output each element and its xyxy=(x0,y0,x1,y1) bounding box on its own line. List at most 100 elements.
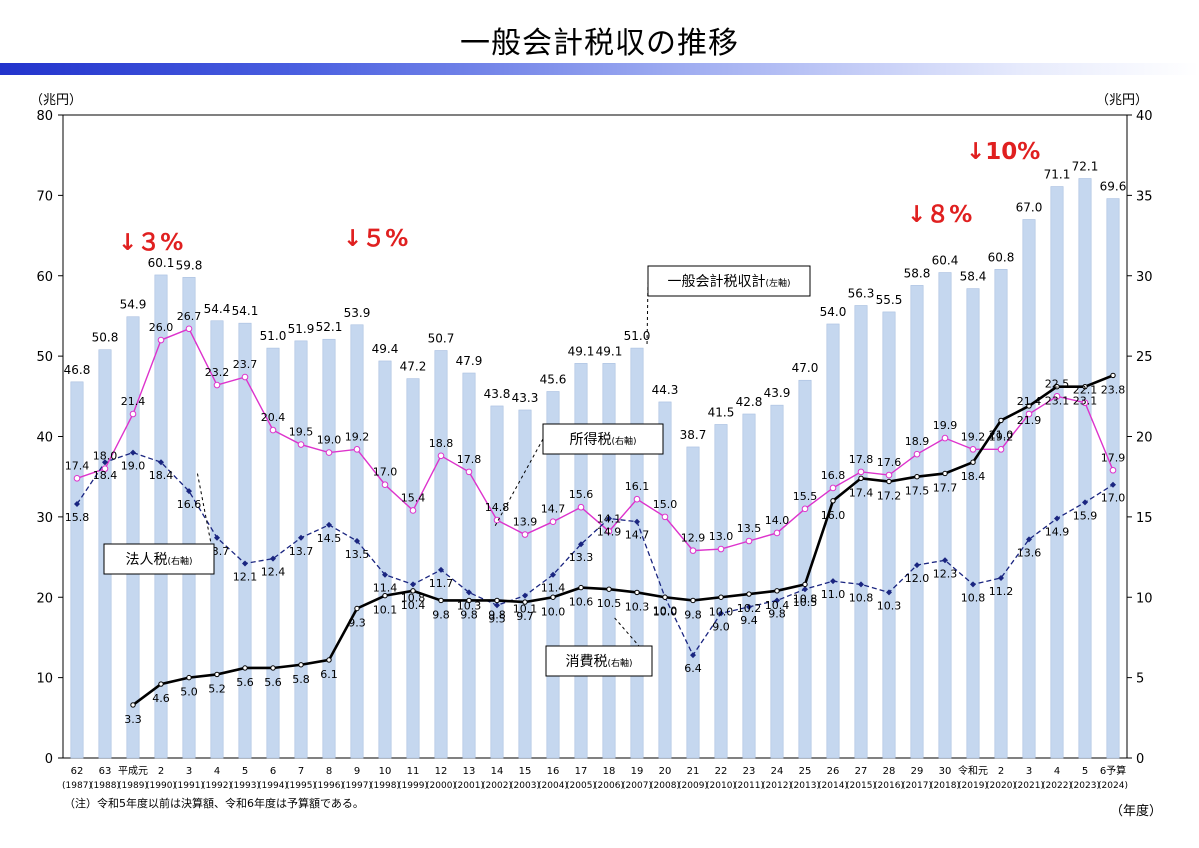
tax-revenue-value-label: 50.7 xyxy=(428,331,455,345)
corporate-tax-point xyxy=(522,592,528,599)
income-tax-point xyxy=(185,325,193,333)
consumption-tax-point xyxy=(466,597,472,604)
corporate-tax-point xyxy=(606,515,612,522)
consumption-tax-value-label: 10.6 xyxy=(569,596,594,609)
x-category-label: 20 xyxy=(659,766,672,777)
right-axis-tick-label: 0 xyxy=(1136,752,1144,767)
corporate-tax-callout-box xyxy=(103,543,215,575)
tax-revenue-bar xyxy=(238,322,252,759)
x-year-label: (2002) xyxy=(482,781,512,791)
consumption-tax-point xyxy=(578,584,584,591)
x-category-label: 17 xyxy=(575,766,588,777)
corporate-tax-point xyxy=(746,603,752,610)
x-year-label: (1993) xyxy=(230,781,260,791)
tax-revenue-bar xyxy=(126,316,140,759)
corporate-tax-value-label: 13.7 xyxy=(289,545,314,558)
x-category-label: 21 xyxy=(687,766,700,777)
general-account-callout-text: 一般会計税収計(左軸) xyxy=(667,274,790,290)
tax-revenue-bar xyxy=(882,311,896,759)
tax-revenue-value-label: 71.1 xyxy=(1044,168,1071,182)
tax-revenue-value-label: 41.5 xyxy=(708,405,735,419)
x-category-label: 28 xyxy=(883,766,896,777)
x-category-label: 9 xyxy=(354,766,360,777)
tax-revenue-value-label: 59.8 xyxy=(176,258,203,272)
footnote: （注）令和5年度以前は決算額、令和6年度は予算額である。 xyxy=(64,796,364,810)
corporate-tax-point xyxy=(830,578,836,585)
income-tax-point xyxy=(941,434,949,442)
income-tax-point xyxy=(381,481,389,489)
tax-revenue-value-label: 43.3 xyxy=(512,391,539,405)
income-tax-point xyxy=(689,547,697,554)
corporate-tax-point xyxy=(802,586,808,593)
income-tax-value-label: 18.8 xyxy=(429,437,454,450)
income-tax-point xyxy=(773,529,781,537)
corporate-tax-point xyxy=(158,459,164,466)
income-tax-value-label: 26.7 xyxy=(177,310,202,323)
x-year-label: (2012) xyxy=(762,781,792,791)
corporate-tax-value-label: 11.2 xyxy=(989,585,1014,598)
left-axis-tick-label: 50 xyxy=(36,350,53,365)
consumption-tax-value-label: 21.9 xyxy=(1017,414,1042,427)
x-category-label: 16 xyxy=(547,766,560,777)
consumption-tax-value-label: 9.8 xyxy=(432,608,450,621)
left-axis-tick-label: 80 xyxy=(36,109,53,124)
consumption-tax-value-label: 5.6 xyxy=(264,676,282,689)
tax-rate-10-annotation: ↓10% xyxy=(966,139,1040,165)
income-tax-point xyxy=(157,336,165,344)
consumption-tax-value-label: 10.1 xyxy=(373,604,398,617)
income-tax-point xyxy=(465,468,473,476)
corporate-tax-point xyxy=(1054,515,1060,522)
consumption-tax-point xyxy=(942,470,948,477)
x-category-label: 2 xyxy=(998,766,1004,777)
income-tax-point xyxy=(269,426,277,434)
x-year-label: (2022) xyxy=(1042,781,1072,791)
consumption-tax-value-label: 9.3 xyxy=(348,617,366,630)
corporate-tax-point xyxy=(494,602,500,609)
income-tax-value-label: 21.4 xyxy=(121,395,146,408)
consumption-tax-value-label: 10.2 xyxy=(737,602,762,615)
x-category-label: 29 xyxy=(911,766,924,777)
consumption-tax-point xyxy=(214,671,220,678)
tax-revenue-value-label: 60.8 xyxy=(988,250,1015,264)
consumption-tax-point xyxy=(634,589,640,596)
income-tax-point xyxy=(885,471,893,479)
income-tax-point xyxy=(73,474,81,482)
income-tax-point xyxy=(1053,393,1061,400)
consumption-tax-value-label: 23.8 xyxy=(1101,383,1126,396)
consumption-tax-value-label: 3.3 xyxy=(124,713,142,726)
corporate-tax-point xyxy=(466,589,472,596)
consumption-tax-value-label: 17.4 xyxy=(849,486,874,499)
income-tax-value-label: 23.7 xyxy=(233,358,258,371)
corporate-tax-value-label: 11.4 xyxy=(541,582,566,595)
consumption-tax-callout-text: 消費税(右軸) xyxy=(565,654,632,670)
corporate-tax-value-label: 11.0 xyxy=(821,588,846,601)
x-year-label: (1995) xyxy=(286,781,316,791)
income-tax-value-label: 14.7 xyxy=(541,503,566,516)
corporate-tax-point xyxy=(998,574,1004,581)
income-tax-point xyxy=(717,545,725,553)
tax-revenue-value-label: 50.8 xyxy=(92,331,119,345)
corporate-tax-point xyxy=(942,557,948,564)
income-tax-point xyxy=(101,465,109,472)
corporate-tax-value-label: 11.7 xyxy=(429,577,454,590)
x-year-label: (2015) xyxy=(846,781,876,791)
income-tax-point xyxy=(213,381,221,389)
right-axis-tick-label: 15 xyxy=(1136,511,1153,526)
consumption-tax-value-label: 17.7 xyxy=(933,481,958,494)
tax-revenue-value-label: 69.6 xyxy=(1100,180,1127,194)
tax-revenue-value-label: 49.4 xyxy=(372,342,399,356)
tax-revenue-bar xyxy=(966,288,980,759)
income-tax-value-label: 17.8 xyxy=(849,453,874,466)
corporate-tax-point xyxy=(354,537,360,544)
x-year-label: (1987) xyxy=(62,781,92,791)
x-category-label: 63 xyxy=(99,766,112,777)
corporate-tax-point xyxy=(1026,536,1032,543)
income-tax-value-label: 13.9 xyxy=(513,516,538,529)
tax-revenue-value-label: 54.9 xyxy=(120,298,147,312)
corporate-tax-point xyxy=(298,534,304,541)
right-axis-tick-label: 5 xyxy=(1136,672,1144,687)
x-category-label: 8 xyxy=(326,766,332,777)
tax-revenue-bar xyxy=(994,269,1008,759)
consumption-tax-point xyxy=(242,665,248,671)
